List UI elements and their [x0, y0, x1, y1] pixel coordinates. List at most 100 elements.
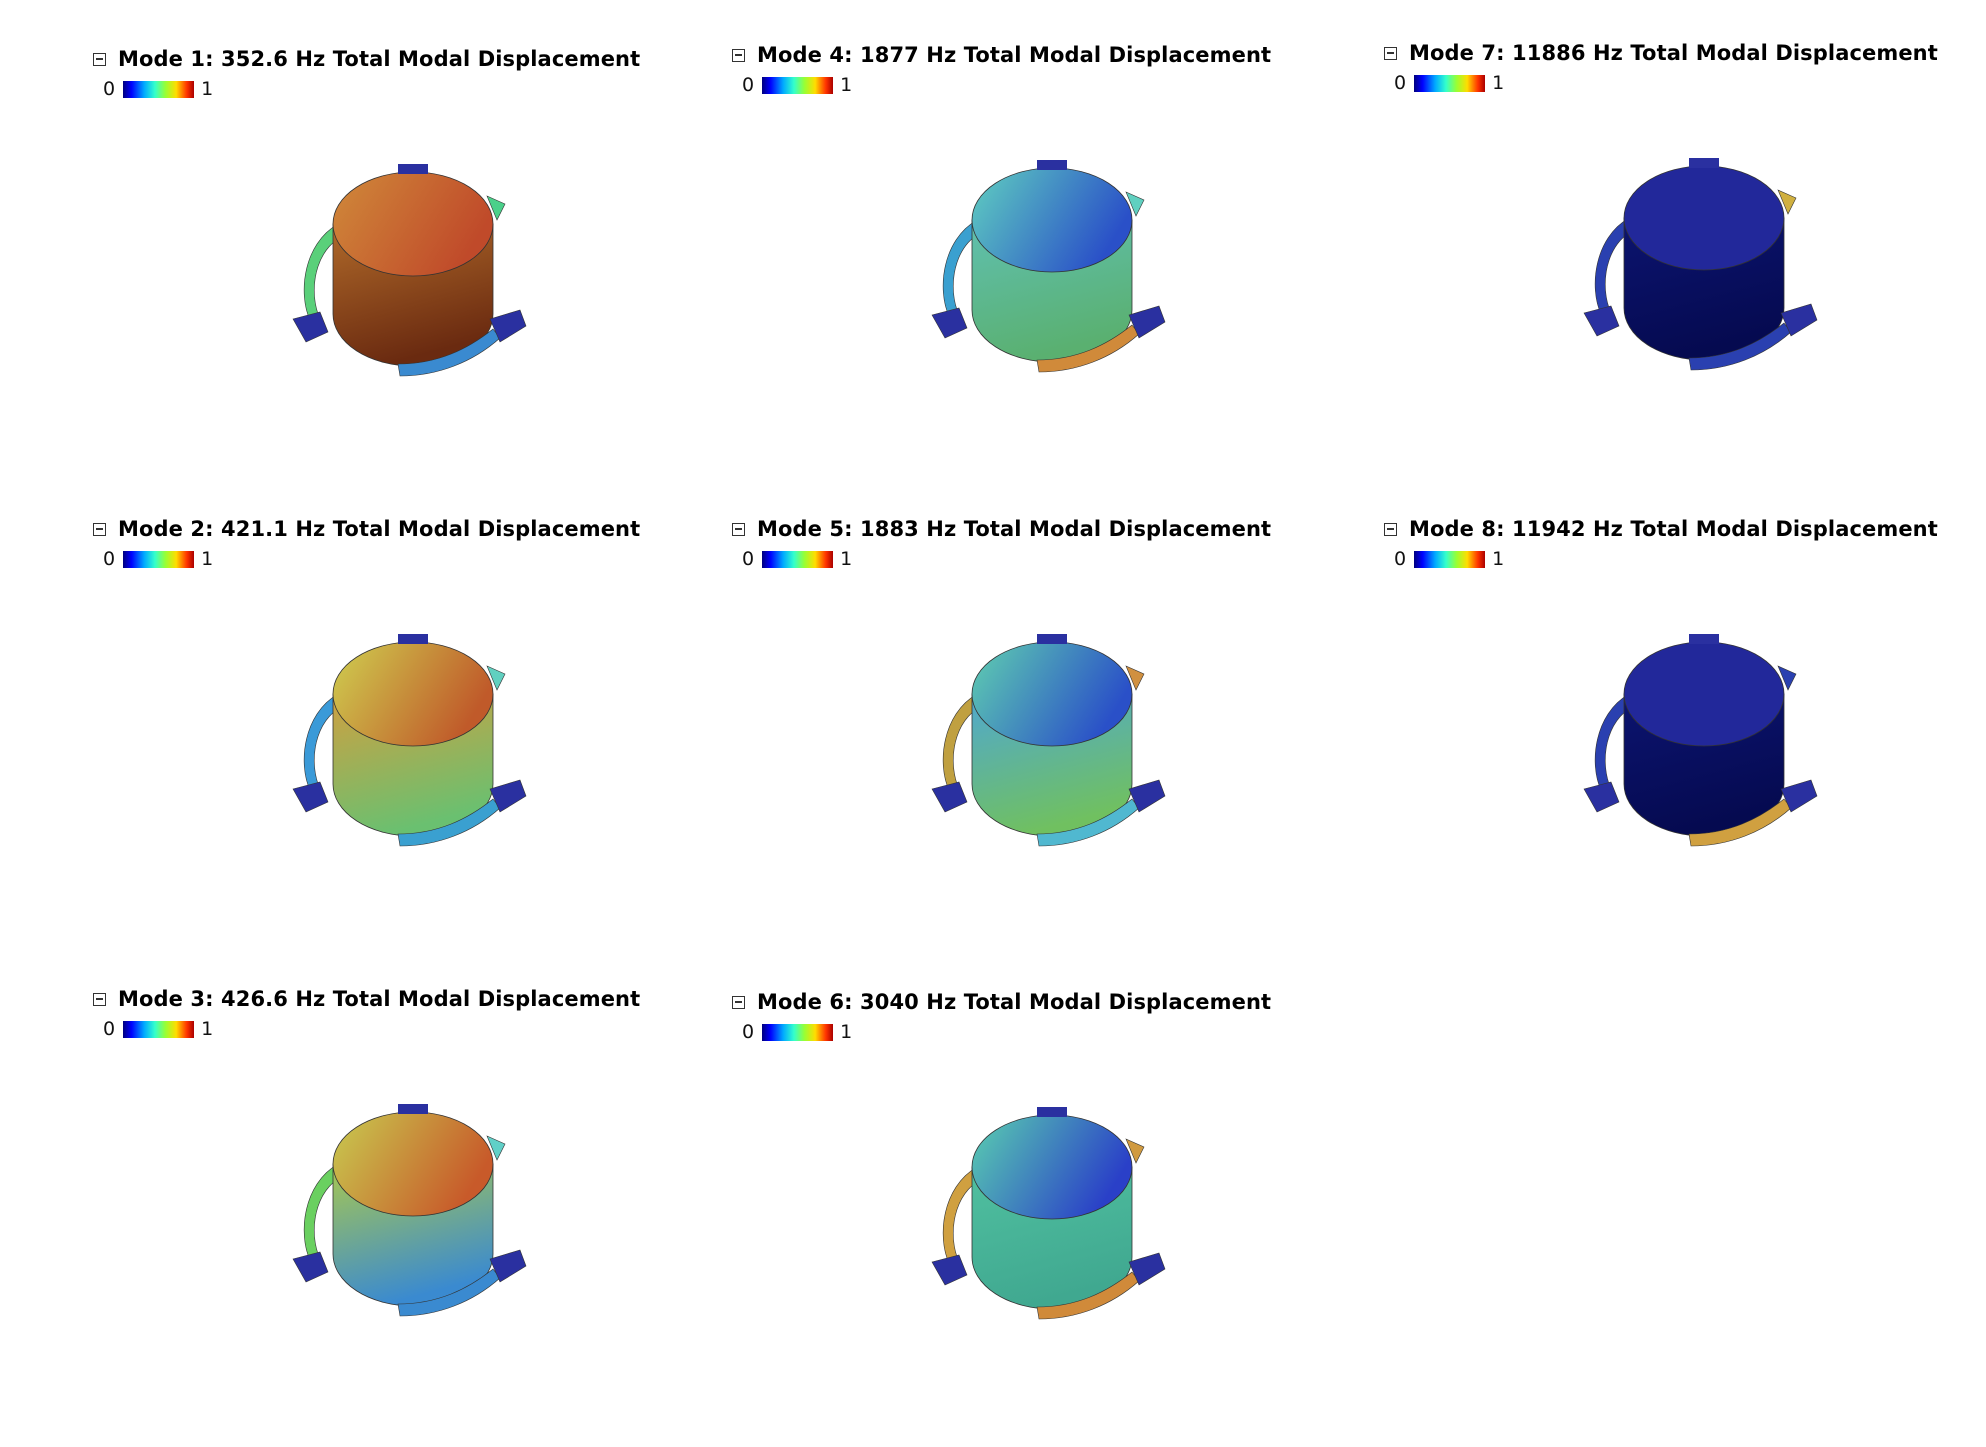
legend-min-label: 0	[742, 548, 755, 570]
panel-header: Mode 6: 3040 Hz Total Modal Displacement	[732, 987, 1271, 1017]
right-foot-shape	[489, 779, 527, 813]
legend-colorbar	[1414, 74, 1486, 92]
panel-mode-7: Mode 7: 11886 Hz Total Modal Displacemen…	[1384, 38, 1986, 498]
panel-mode-2: Mode 2: 421.1 Hz Total Modal Displacemen…	[93, 514, 733, 974]
top-tab-shape	[1689, 634, 1719, 644]
legend-min-label: 0	[1394, 548, 1407, 570]
modal-shape-render	[292, 1104, 527, 1317]
right-foot-shape	[1128, 1252, 1166, 1286]
right-tab-shape	[486, 665, 506, 691]
legend-max-label: 1	[1492, 72, 1505, 94]
top-tab-shape	[398, 164, 428, 174]
legend-min-label: 0	[1394, 72, 1407, 94]
right-tab-shape	[1125, 1138, 1145, 1164]
left-foot-shape	[292, 311, 329, 343]
left-foot-shape	[1583, 305, 1620, 337]
cylinder-top-shape	[971, 1114, 1133, 1220]
panel-mode-6: Mode 6: 3040 Hz Total Modal Displacement…	[732, 987, 1372, 1447]
panel-title: Mode 8: 11942 Hz Total Modal Displacemen…	[1409, 517, 1938, 541]
panel-mode-1: Mode 1: 352.6 Hz Total Modal Displacemen…	[93, 44, 733, 504]
right-foot-shape	[1128, 305, 1166, 339]
panel-header: Mode 4: 1877 Hz Total Modal Displacement	[732, 40, 1271, 70]
legend-max-label: 1	[201, 1018, 214, 1040]
collapse-toggle-icon[interactable]	[1384, 522, 1397, 536]
legend-colorbar	[762, 76, 834, 94]
panel-header: Mode 7: 11886 Hz Total Modal Displacemen…	[1384, 38, 1938, 68]
legend-max-label: 1	[840, 74, 853, 96]
collapse-toggle-icon[interactable]	[732, 522, 745, 536]
cylinder-top-shape	[332, 1111, 494, 1217]
panel-title: Mode 3: 426.6 Hz Total Modal Displacemen…	[118, 987, 641, 1011]
collapse-toggle-icon[interactable]	[93, 52, 106, 66]
left-foot-shape	[931, 1254, 968, 1286]
legend-colorbar	[123, 550, 195, 568]
modal-shape-render	[931, 634, 1166, 847]
cylinder-top-shape	[332, 171, 494, 277]
right-foot-shape	[1128, 779, 1166, 813]
legend-colorbar	[123, 80, 195, 98]
left-foot-shape	[1583, 781, 1620, 813]
panel-header: Mode 1: 352.6 Hz Total Modal Displacemen…	[93, 44, 640, 74]
legend-colorbar	[762, 550, 834, 568]
panel-title: Mode 1: 352.6 Hz Total Modal Displacemen…	[118, 47, 641, 71]
right-tab-shape	[1125, 191, 1145, 217]
modal-shape-render	[292, 634, 527, 847]
right-foot-shape	[1780, 779, 1818, 813]
panel-header: Mode 8: 11942 Hz Total Modal Displacemen…	[1384, 514, 1938, 544]
collapse-toggle-icon[interactable]	[1384, 46, 1397, 60]
cylinder-top-shape	[971, 167, 1133, 273]
collapse-toggle-icon[interactable]	[732, 48, 745, 62]
modal-shape-render	[931, 1107, 1166, 1320]
right-foot-shape	[489, 309, 527, 343]
collapse-toggle-icon[interactable]	[93, 522, 106, 536]
panel-mode-4: Mode 4: 1877 Hz Total Modal Displacement…	[732, 40, 1372, 500]
legend-colorbar	[123, 1020, 195, 1038]
panel-header: Mode 2: 421.1 Hz Total Modal Displacemen…	[93, 514, 640, 544]
panel-mode-5: Mode 5: 1883 Hz Total Modal Displacement…	[732, 514, 1372, 974]
top-tab-shape	[1037, 160, 1067, 170]
legend-max-label: 1	[1492, 548, 1505, 570]
panel-title: Mode 4: 1877 Hz Total Modal Displacement	[757, 43, 1272, 67]
top-tab-shape	[1037, 634, 1067, 644]
top-tab-shape	[398, 1104, 428, 1114]
legend-min-label: 0	[103, 1018, 116, 1040]
top-tab-shape	[398, 634, 428, 644]
legend-max-label: 1	[201, 548, 214, 570]
collapse-toggle-icon[interactable]	[93, 992, 106, 1006]
left-foot-shape	[931, 307, 968, 339]
left-foot-shape	[292, 1251, 329, 1283]
left-foot-shape	[931, 781, 968, 813]
panel-title: Mode 6: 3040 Hz Total Modal Displacement	[757, 990, 1272, 1014]
modal-shape-render	[1583, 634, 1818, 847]
panel-mode-8: Mode 8: 11942 Hz Total Modal Displacemen…	[1384, 514, 1986, 974]
panel-title: Mode 5: 1883 Hz Total Modal Displacement	[757, 517, 1272, 541]
right-foot-shape	[489, 1249, 527, 1283]
panel-title: Mode 7: 11886 Hz Total Modal Displacemen…	[1409, 41, 1938, 65]
panel-mode-3: Mode 3: 426.6 Hz Total Modal Displacemen…	[93, 984, 733, 1444]
right-tab-shape	[486, 1135, 506, 1161]
cylinder-top-shape	[332, 641, 494, 747]
cylinder-top-shape	[971, 641, 1133, 747]
top-tab-shape	[1689, 158, 1719, 168]
legend-max-label: 1	[201, 78, 214, 100]
panel-header: Mode 3: 426.6 Hz Total Modal Displacemen…	[93, 984, 640, 1014]
legend-min-label: 0	[742, 74, 755, 96]
legend-max-label: 1	[840, 1021, 853, 1043]
right-tab-shape	[1125, 665, 1145, 691]
legend-max-label: 1	[840, 548, 853, 570]
left-foot-shape	[292, 781, 329, 813]
modal-shape-render	[292, 164, 527, 377]
right-tab-shape	[1777, 665, 1797, 691]
collapse-toggle-icon[interactable]	[732, 995, 745, 1009]
legend-min-label: 0	[742, 1021, 755, 1043]
legend-min-label: 0	[103, 78, 116, 100]
cylinder-top-shape	[1623, 165, 1785, 271]
legend-colorbar	[762, 1023, 834, 1041]
modal-shape-render	[1583, 158, 1818, 371]
right-tab-shape	[486, 195, 506, 221]
